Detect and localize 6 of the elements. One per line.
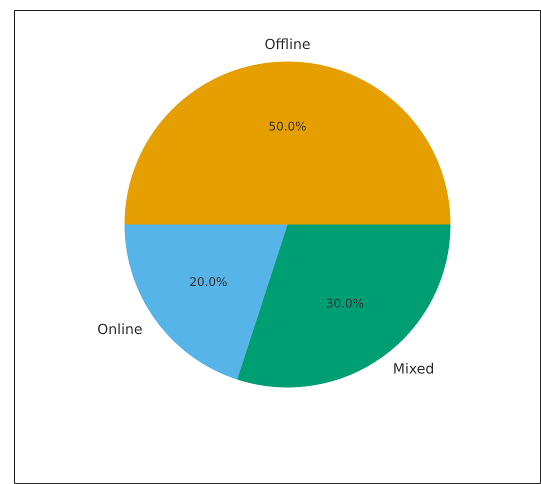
data-label: 20.0%: [189, 274, 228, 289]
slice-label: Mixed: [392, 362, 434, 378]
slice-label: Offline: [264, 37, 310, 54]
data-label: 50.0%: [268, 120, 307, 134]
slice-label: Online: [97, 322, 142, 338]
data-label: 30.0%: [326, 296, 364, 311]
